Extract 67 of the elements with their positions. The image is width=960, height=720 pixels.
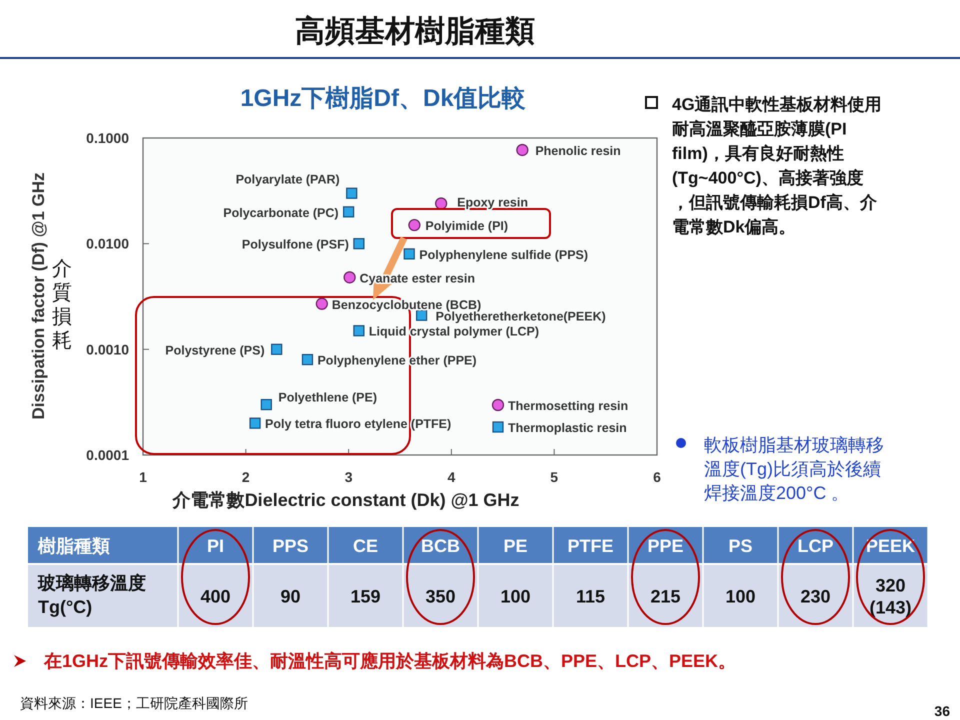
y-tick-label: 0.0010: [86, 341, 130, 358]
y-tick-label: 0.1000: [86, 130, 130, 146]
text: 320 (143): [869, 576, 912, 618]
point: [353, 238, 364, 250]
legend-label: Thermosetting resin: [508, 399, 628, 413]
category-label: CE: [352, 536, 378, 556]
category-label: PTFE: [567, 536, 614, 556]
text: 115: [576, 586, 606, 606]
source-note: 資料來源：IEEE；工研院產科國際所: [20, 695, 248, 711]
text: 在1GHz下訊號傳輸效率佳、耐溫性高可應用於基板材料為BCB、PPE、LCP、PEEK。: [43, 651, 736, 671]
point: [516, 144, 528, 156]
text: 36: [934, 703, 950, 719]
text: 介質損耗: [52, 258, 72, 352]
y-tick-label: 0.0001: [86, 447, 130, 463]
point: [316, 298, 328, 310]
text: 樹脂種類: [37, 536, 110, 556]
category-label: PS: [728, 536, 753, 556]
y-tick-label: 0.0100: [86, 236, 130, 252]
annotation: Polyarylate (PAR): [236, 172, 340, 186]
point: [353, 325, 364, 336]
annotation: Polyimide (PI): [425, 219, 508, 234]
annotation: Epoxy resin: [457, 195, 528, 210]
annotation: Polyphenylene sulfide (PPS): [419, 248, 588, 262]
text: 4G通訊中軟性基板材料使用耐高溫聚醯亞胺薄膜(PI film)，具有良好耐熱性(Tg~400°C)、高接著強度，但訊號傳輸耗損Df高、介電常數Dk偏高。: [672, 95, 882, 236]
annotation: Phenolic resin: [535, 144, 621, 158]
point: [344, 271, 356, 284]
category-label: LCP: [798, 536, 834, 556]
category-label: BCB: [421, 536, 460, 556]
x-axis-title: 介電常數Dielectric constant (Dk) @1 GHz: [172, 490, 520, 510]
text: 玻璃轉移溫度 Tg(°C): [37, 573, 146, 617]
text: 215: [650, 586, 681, 606]
point: [404, 248, 415, 260]
category-label: PE: [503, 536, 528, 556]
x-tick-label: 1: [139, 469, 148, 485]
legend-label: Thermoplastic resin: [508, 421, 627, 435]
point: [408, 218, 420, 232]
text: 軟板樹脂基材玻璃轉移溫度(Tg)比須高於後續焊接溫度200°C 。: [704, 435, 884, 503]
category-label: PPS: [272, 536, 309, 556]
point: [249, 418, 261, 429]
point: [271, 344, 282, 355]
text: 159: [350, 586, 381, 606]
x-tick-label: 4: [448, 469, 456, 485]
point: [302, 354, 314, 366]
x-tick-label: 2: [242, 469, 250, 485]
text: 100: [725, 586, 756, 606]
text: 100: [500, 586, 531, 606]
text: 230: [800, 586, 831, 606]
category-label: PI: [206, 536, 224, 556]
annotation: Polyethlene (PE): [278, 390, 377, 405]
x-tick-label: 3: [344, 469, 353, 485]
category-label: PPE: [647, 536, 684, 556]
annotation: Polycarbonate (PC): [223, 206, 339, 220]
point: [343, 206, 354, 218]
text: 400: [200, 586, 231, 606]
annotation: Polystyrene (PS): [165, 343, 265, 358]
annotation: Polysulfone (PSF): [242, 238, 349, 252]
point: [260, 398, 272, 410]
x-tick-label: 6: [653, 469, 662, 485]
point: [346, 188, 358, 199]
y-axis-title: Dissipation factor (Df) @1 GHz: [29, 172, 48, 420]
category-label: PEEK: [866, 536, 916, 556]
annotation: Poly tetra fluoro etylene (PTFE): [265, 417, 452, 432]
text: 高頻基材樹脂種類: [295, 14, 535, 48]
chart-title: 1GHz下樹脂Df、Dk值比較: [240, 85, 527, 112]
text: 90: [280, 586, 301, 606]
text: 350: [425, 586, 456, 606]
x-tick-label: 5: [550, 469, 558, 485]
